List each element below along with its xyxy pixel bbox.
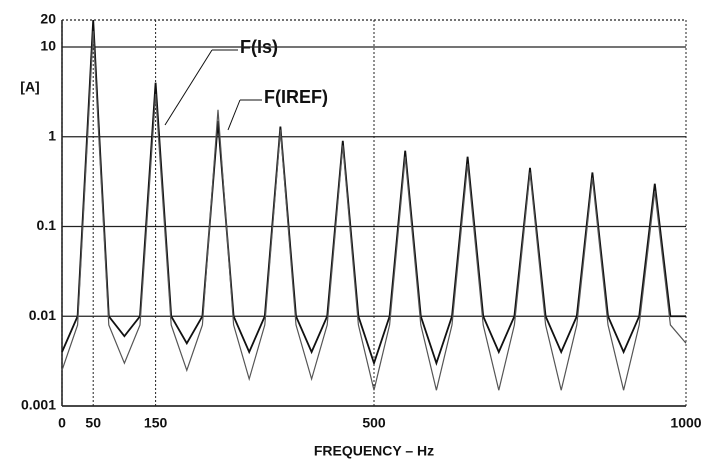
chart: [A] FREQUENCY – Hz F(Is) F(IREF) 0.0010.… <box>0 0 709 463</box>
y-tick-label: 0.01 <box>29 307 56 323</box>
x-tick-label: 150 <box>144 415 168 431</box>
y-tick-label: 1 <box>48 127 56 143</box>
x-tick-label: 1000 <box>670 415 701 431</box>
y-tick-label: 0.1 <box>37 217 57 233</box>
annotation-line <box>228 100 240 130</box>
x-tick-label: 0 <box>58 415 66 431</box>
series-line <box>62 20 686 363</box>
x-axis-label: FREQUENCY – Hz <box>314 443 434 459</box>
y-axis-label: [A] <box>20 79 39 95</box>
y-tick-label: 20 <box>40 11 56 27</box>
series-label: F(IREF) <box>264 87 328 107</box>
y-tick-label: 10 <box>40 38 56 54</box>
y-tick-label: 0.001 <box>21 397 56 413</box>
x-tick-label: 500 <box>362 415 386 431</box>
annotation-line <box>165 50 212 125</box>
x-tick-label: 50 <box>85 415 101 431</box>
